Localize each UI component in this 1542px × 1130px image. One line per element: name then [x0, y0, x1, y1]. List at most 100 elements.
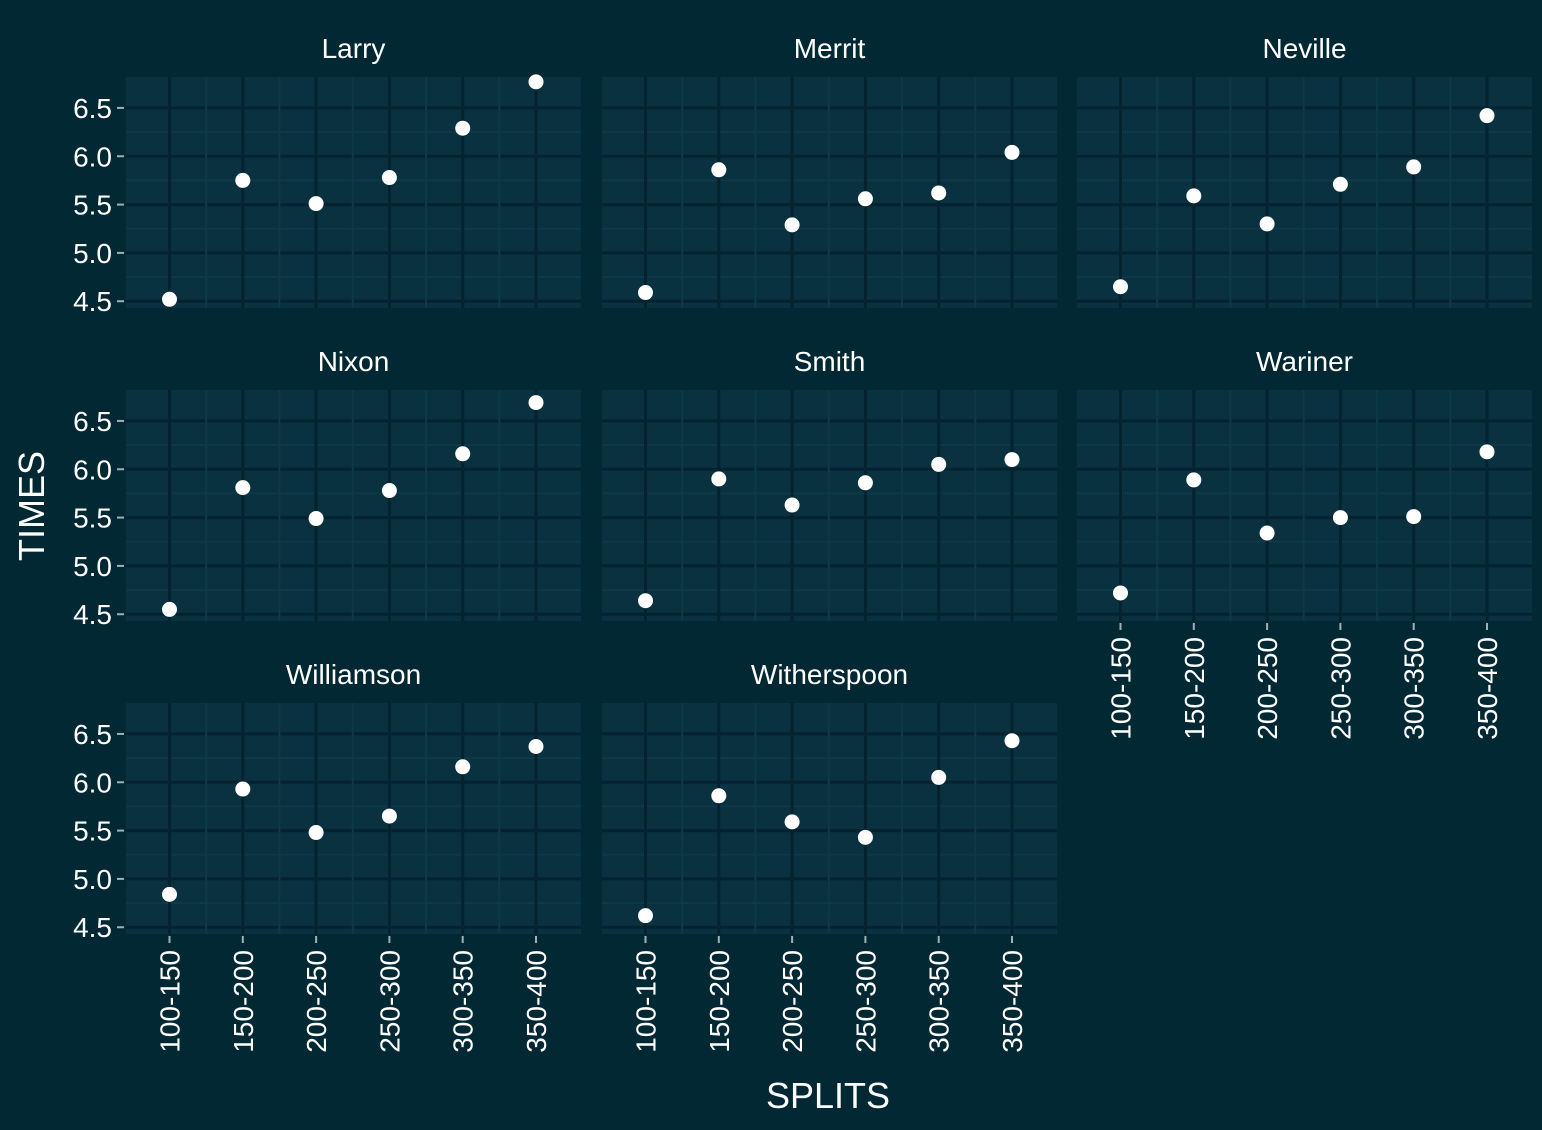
panel-neville: Neville [1077, 33, 1532, 308]
y-tick-label: 4.5 [73, 912, 112, 943]
data-point [1004, 733, 1020, 749]
data-point [638, 908, 653, 924]
data-point [381, 483, 397, 499]
data-point [1406, 159, 1422, 175]
data-point [1113, 279, 1128, 295]
x-tick-label: 250-300 [850, 950, 881, 1053]
data-point [1259, 216, 1275, 232]
data-point [1479, 444, 1495, 460]
data-point [455, 120, 471, 136]
panel-larry: Larry 4.5 5.0 5.5 6.0 6.5 [73, 33, 581, 317]
y-tick-label: 6.0 [73, 767, 112, 798]
y-tick-label: 5.0 [73, 864, 112, 895]
panel-title: Wariner [1256, 346, 1353, 377]
panel-title: Merrit [794, 33, 866, 64]
data-point [931, 769, 947, 785]
panel-title: Larry [322, 33, 386, 64]
y-axis-title: TIMES [11, 451, 52, 561]
x-tick-label: 300-350 [1399, 637, 1430, 740]
x-tick-label: 350-400 [521, 950, 552, 1053]
y-tick-label: 6.5 [73, 719, 112, 750]
y-tick-label: 6.0 [73, 454, 112, 485]
panel-wariner: Wariner 100-150 150-200 200-250 250-300 300-3… [1077, 346, 1532, 740]
x-tick-label: 150-200 [704, 950, 735, 1053]
panel-title: Nixon [318, 346, 390, 377]
panel-title: Witherspoon [751, 659, 908, 690]
x-tick-label: 350-400 [997, 950, 1028, 1053]
data-point [235, 781, 251, 797]
x-tick-label: 150-200 [1179, 637, 1210, 740]
y-tick-label: 6.5 [73, 93, 112, 124]
panel-title: Neville [1262, 33, 1346, 64]
data-point [931, 185, 947, 201]
data-point [235, 172, 251, 188]
x-tick-label: 100-150 [631, 950, 662, 1053]
x-tick-label: 200-250 [777, 950, 808, 1053]
x-tick-label: 100-150 [1106, 637, 1137, 740]
data-point [784, 217, 800, 233]
data-point [455, 759, 471, 775]
panel-nixon: Nixon 4.5 5.0 5.5 6.0 6.5 [73, 346, 581, 630]
data-point [638, 593, 653, 609]
data-point [381, 170, 397, 186]
data-point [931, 456, 947, 472]
data-point [711, 471, 727, 487]
x-tick-label: 200-250 [301, 950, 332, 1053]
data-point [528, 74, 544, 90]
x-tick-label: 300-350 [448, 950, 479, 1053]
data-point [784, 814, 800, 830]
data-point [455, 446, 471, 462]
data-point [308, 511, 324, 527]
data-point [162, 886, 177, 902]
panel-williamson: Williamson 4.5 5.0 5.5 6.0 6.5 100-150 150-200 2… [73, 659, 581, 1053]
x-tick-label: 350-400 [1472, 637, 1503, 740]
data-point [1186, 472, 1202, 488]
y-tick-label: 5.5 [73, 816, 112, 847]
data-point [711, 788, 727, 804]
data-point [1004, 452, 1020, 468]
y-tick-label: 6.0 [73, 141, 112, 172]
data-point [1004, 144, 1020, 160]
data-point [1113, 585, 1128, 601]
y-tick-label: 5.0 [73, 551, 112, 582]
data-point [381, 808, 397, 824]
data-point [1479, 108, 1495, 124]
panel-title: Williamson [286, 659, 421, 690]
panel-witherspoon: Witherspoon 100-150 150-200 200-250 250-300 3… [602, 659, 1057, 1053]
data-point [162, 291, 177, 307]
data-point [308, 825, 324, 841]
y-tick-label: 5.5 [73, 190, 112, 221]
data-point [1186, 188, 1202, 204]
data-point [638, 285, 653, 301]
panel-title: Smith [794, 346, 866, 377]
x-tick-label: 100-150 [155, 950, 186, 1053]
y-tick-label: 6.5 [73, 406, 112, 437]
data-point [711, 162, 727, 178]
x-tick-label: 150-200 [228, 950, 259, 1053]
x-axis-title: SPLITS [766, 1075, 890, 1116]
data-point [1332, 510, 1348, 526]
data-point [308, 196, 324, 212]
data-point [235, 480, 251, 496]
y-tick-label: 5.5 [73, 503, 112, 534]
panel-smith: Smith [602, 346, 1057, 621]
x-tick-label: 300-350 [924, 950, 955, 1053]
x-tick-label: 250-300 [374, 950, 405, 1053]
data-point [784, 497, 800, 513]
data-point [1332, 176, 1348, 192]
data-point [857, 475, 873, 491]
x-tick-label: 250-300 [1325, 637, 1356, 740]
data-point [528, 738, 544, 754]
data-point [1406, 509, 1422, 525]
data-point [162, 601, 177, 617]
data-point [528, 395, 544, 411]
x-tick-label: 200-250 [1252, 637, 1283, 740]
y-tick-label: 5.0 [73, 238, 112, 269]
data-point [857, 191, 873, 207]
data-point [857, 829, 873, 845]
panel-merrit: Merrit [602, 33, 1057, 308]
data-point [1259, 525, 1275, 541]
y-tick-label: 4.5 [73, 599, 112, 630]
y-tick-label: 4.5 [73, 286, 112, 317]
